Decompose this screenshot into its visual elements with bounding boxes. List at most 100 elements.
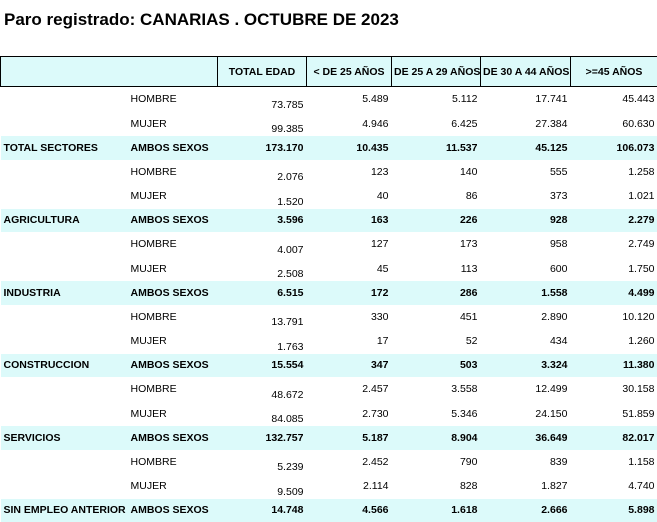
de-30-44-cell: 27.384 <box>481 112 571 137</box>
sexo-cell: HOMBRE <box>128 377 218 402</box>
de-30-44-cell: 600 <box>481 257 571 282</box>
sector-cell: AGRICULTURA <box>1 209 128 233</box>
mayor-45-cell: 4.740 <box>571 474 657 499</box>
de-25-29-cell: 11.537 <box>392 136 481 160</box>
menor-25-cell: 2.457 <box>307 377 392 402</box>
total-edad-cell: 4.007 <box>218 232 307 257</box>
total-edad-cell: 1.763 <box>218 329 307 354</box>
mayor-45-cell: 1.260 <box>571 329 657 354</box>
de-25-29-cell: 286 <box>392 281 481 305</box>
mayor-45-cell: 4.499 <box>571 281 657 305</box>
de-30-44-cell: 1.827 <box>481 474 571 499</box>
sexo-cell: AMBOS SEXOS <box>128 426 218 450</box>
de-25-29-cell: 1.618 <box>392 499 481 522</box>
de-30-44-cell: 2.890 <box>481 305 571 330</box>
menor-25-cell: 127 <box>307 232 392 257</box>
menor-25-cell: 40 <box>307 184 392 209</box>
de-30-44-cell: 24.150 <box>481 402 571 427</box>
total-edad-cell: 73.785 <box>218 87 307 112</box>
de-25-29-cell: 86 <box>392 184 481 209</box>
header-row: TOTAL EDAD < DE 25 AÑOS DE 25 A 29 AÑOS … <box>1 57 657 87</box>
column-header-30-44: DE 30 A 44 AÑOS <box>481 57 571 87</box>
sector-cell <box>1 474 128 499</box>
de-30-44-cell: 839 <box>481 450 571 475</box>
sector-cell <box>1 112 128 137</box>
sector-cell <box>1 87 128 112</box>
de-30-44-cell: 1.558 <box>481 281 571 305</box>
menor-25-cell: 2.114 <box>307 474 392 499</box>
sexo-cell: MUJER <box>128 402 218 427</box>
mayor-45-cell: 5.898 <box>571 499 657 522</box>
sector-cell <box>1 305 128 330</box>
sexo-cell: AMBOS SEXOS <box>128 281 218 305</box>
header-blank-sexo <box>128 57 218 87</box>
de-30-44-cell: 12.499 <box>481 377 571 402</box>
total-edad-cell: 1.520 <box>218 184 307 209</box>
menor-25-cell: 5.187 <box>307 426 392 450</box>
mayor-45-cell: 2.749 <box>571 232 657 257</box>
column-header-25-29: DE 25 A 29 AÑOS <box>392 57 481 87</box>
sexo-cell: AMBOS SEXOS <box>128 354 218 378</box>
de-25-29-cell: 113 <box>392 257 481 282</box>
de-25-29-cell: 226 <box>392 209 481 233</box>
de-30-44-cell: 555 <box>481 160 571 185</box>
de-25-29-cell: 8.904 <box>392 426 481 450</box>
menor-25-cell: 163 <box>307 209 392 233</box>
total-edad-cell: 6.515 <box>218 281 307 305</box>
menor-25-cell: 172 <box>307 281 392 305</box>
sexo-cell: HOMBRE <box>128 232 218 257</box>
menor-25-cell: 4.566 <box>307 499 392 522</box>
sector-cell <box>1 402 128 427</box>
total-edad-cell: 14.748 <box>218 499 307 522</box>
sector-cell <box>1 450 128 475</box>
page-title: Paro registrado: CANARIAS . OCTUBRE DE 2… <box>4 10 399 30</box>
mayor-45-cell: 11.380 <box>571 354 657 378</box>
sexo-cell: HOMBRE <box>128 450 218 475</box>
sector-cell: SERVICIOS <box>1 426 128 450</box>
sexo-cell: AMBOS SEXOS <box>128 209 218 233</box>
column-header-menor-25: < DE 25 AÑOS <box>307 57 392 87</box>
total-edad-cell: 2.508 <box>218 257 307 282</box>
mayor-45-cell: 51.859 <box>571 402 657 427</box>
total-edad-cell: 9.509 <box>218 474 307 499</box>
de-30-44-cell: 36.649 <box>481 426 571 450</box>
menor-25-cell: 123 <box>307 160 392 185</box>
sexo-cell: MUJER <box>128 329 218 354</box>
de-25-29-cell: 3.558 <box>392 377 481 402</box>
total-edad-cell: 5.239 <box>218 450 307 475</box>
menor-25-cell: 10.435 <box>307 136 392 160</box>
sector-cell <box>1 329 128 354</box>
de-25-29-cell: 140 <box>392 160 481 185</box>
header-blank-sector <box>1 57 128 87</box>
total-edad-cell: 84.085 <box>218 402 307 427</box>
mayor-45-cell: 10.120 <box>571 305 657 330</box>
sector-cell <box>1 377 128 402</box>
de-30-44-cell: 434 <box>481 329 571 354</box>
paro-table: TOTAL EDAD < DE 25 AÑOS DE 25 A 29 AÑOS … <box>0 56 657 522</box>
menor-25-cell: 2.452 <box>307 450 392 475</box>
sexo-cell: AMBOS SEXOS <box>128 499 218 522</box>
menor-25-cell: 4.946 <box>307 112 392 137</box>
sector-cell: INDUSTRIA <box>1 281 128 305</box>
de-30-44-cell: 45.125 <box>481 136 571 160</box>
de-25-29-cell: 173 <box>392 232 481 257</box>
mayor-45-cell: 1.258 <box>571 160 657 185</box>
mayor-45-cell: 1.021 <box>571 184 657 209</box>
column-header-45-mas: >=45 AÑOS <box>571 57 657 87</box>
total-edad-cell: 3.596 <box>218 209 307 233</box>
sexo-cell: MUJER <box>128 257 218 282</box>
